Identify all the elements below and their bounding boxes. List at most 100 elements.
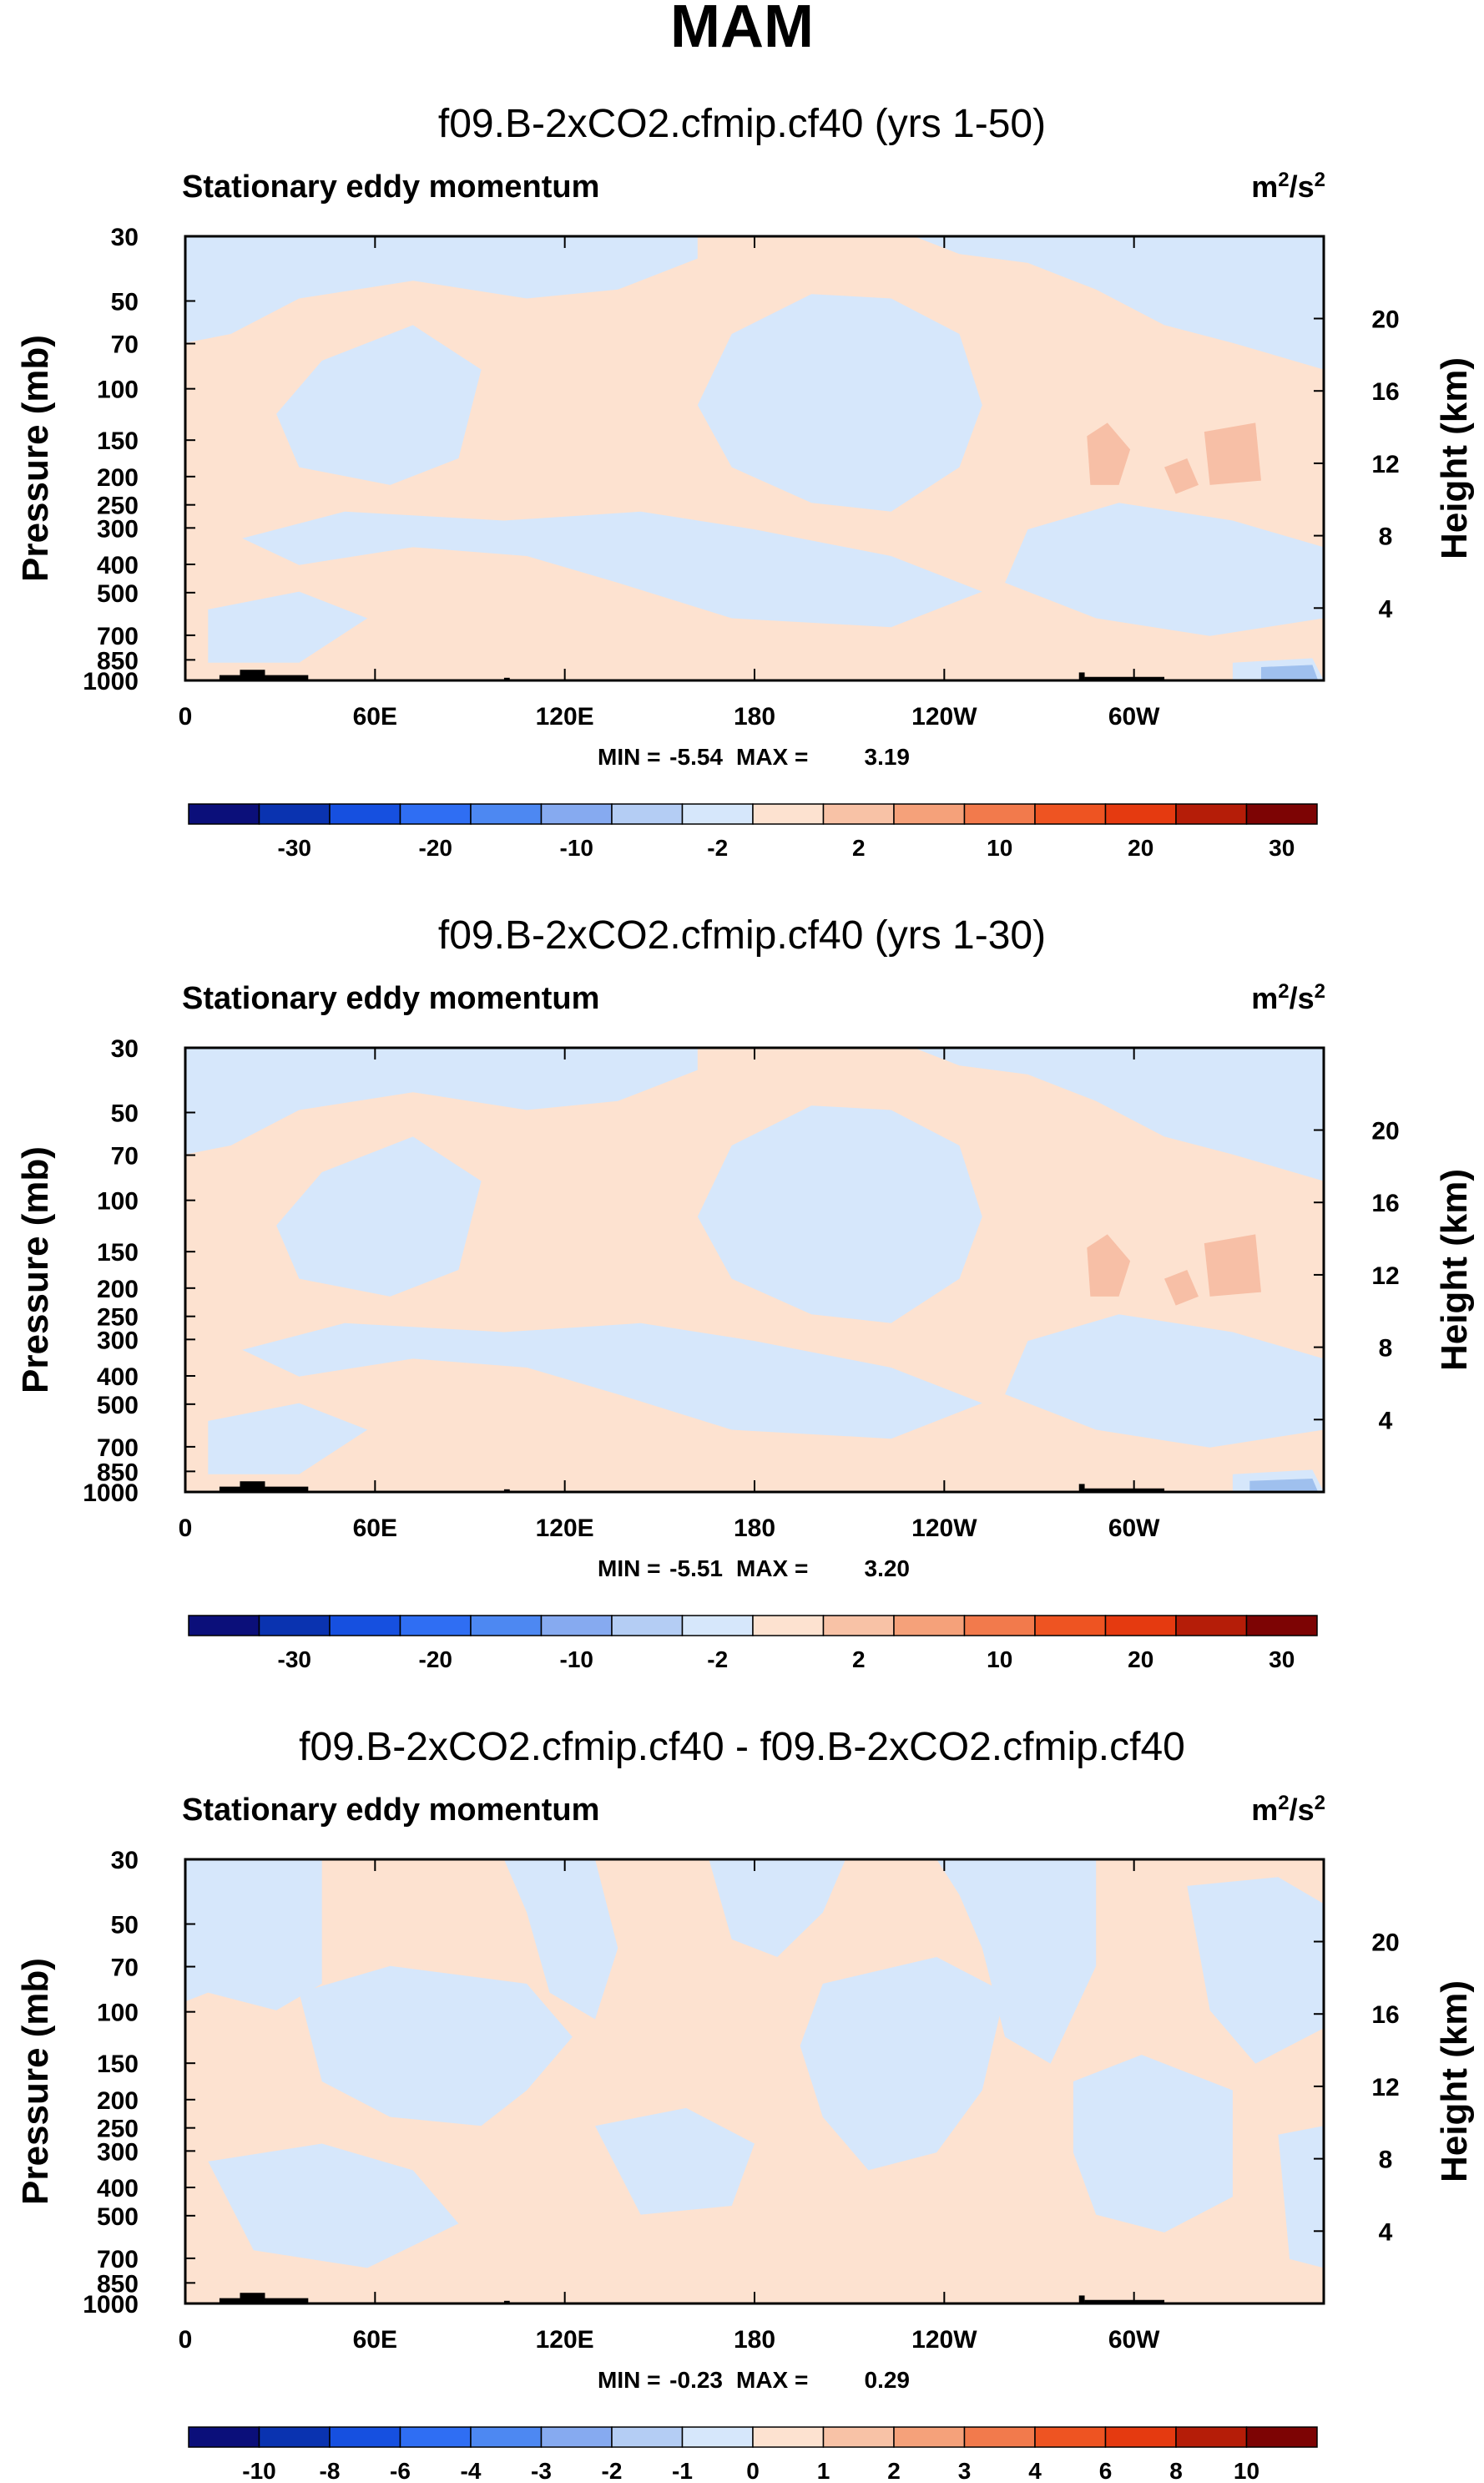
pressure-tick-label: 850 <box>97 647 139 675</box>
pressure-tick-label: 200 <box>97 2087 139 2115</box>
pressure-tick-label: 1000 <box>83 668 139 695</box>
height-tick-label: 4 <box>1379 2218 1393 2246</box>
colorbar-box <box>963 2426 1036 2448</box>
pressure-axis-title: Pressure (mb) <box>15 1958 56 2205</box>
colorbar-label: 10 <box>987 835 1012 861</box>
negative-region <box>208 591 368 663</box>
height-axis-title: Height (km) <box>1434 357 1475 559</box>
height-tick-label: 8 <box>1379 2147 1393 2174</box>
pressure-tick-label: 150 <box>97 1239 139 1267</box>
colorbar-label: 4 <box>1028 2458 1042 2483</box>
positive-core <box>1164 458 1199 494</box>
colorbar-label: 30 <box>1269 835 1295 861</box>
colorbar-label: -10 <box>242 2458 275 2483</box>
terrain-bar <box>265 2298 309 2303</box>
negative-region <box>276 325 482 485</box>
negative-region <box>800 1957 1006 2171</box>
colorbar-box <box>963 803 1036 825</box>
negative-region <box>208 2143 459 2268</box>
colorbar-box <box>681 2426 754 2448</box>
colorbar-box <box>399 803 472 825</box>
lon-tick-label: 180 <box>734 703 775 731</box>
pressure-tick-label: 250 <box>97 1304 139 1332</box>
pressure-tick-label: 100 <box>97 377 139 404</box>
pressure-tick-label: 30 <box>111 1035 139 1063</box>
colorbar-box <box>752 1615 825 1636</box>
colorbar-box <box>893 2426 966 2448</box>
negative-region <box>242 511 982 628</box>
lon-tick-label: 180 <box>734 1515 775 1542</box>
terrain-bar <box>219 1486 254 1492</box>
negative-region <box>276 1136 482 1297</box>
lon-tick-label: 120E <box>536 1515 594 1542</box>
pressure-tick-label: 400 <box>97 2175 139 2202</box>
colorbar-box <box>258 803 331 825</box>
panel-title: f09.B-2xCO2.cfmip.cf40 (yrs 1-30) <box>438 913 1046 958</box>
figure-title: MAM <box>670 0 814 60</box>
negative-region <box>208 1403 368 1474</box>
negative-region <box>185 1859 322 2010</box>
terrain-bar <box>1078 672 1085 680</box>
terrain-bar <box>265 675 309 680</box>
lon-tick-label: 0 <box>179 1515 193 1542</box>
pressure-tick-label: 30 <box>111 224 139 251</box>
negative-region <box>914 1048 1324 1181</box>
negative-region <box>697 1105 982 1323</box>
colorbar-label: -30 <box>278 835 311 861</box>
height-tick-label: 16 <box>1371 378 1399 406</box>
height-tick-label: 8 <box>1379 1335 1393 1363</box>
colorbar-box <box>1245 1615 1318 1636</box>
pressure-tick-label: 100 <box>97 1188 139 1216</box>
pressure-axis-title: Pressure (mb) <box>15 335 56 582</box>
negative-region <box>595 2107 755 2215</box>
terrain-bar <box>240 1481 265 1492</box>
pressure-tick-label: 50 <box>111 1100 139 1128</box>
colorbar-label: 1 <box>817 2458 830 2483</box>
colorbar-box <box>1104 1615 1177 1636</box>
negative-region <box>1187 1877 1324 2064</box>
pressure-tick-label: 700 <box>97 1434 139 1462</box>
colorbar-label: -20 <box>419 835 452 861</box>
min-label: MIN = <box>598 2367 660 2393</box>
colorbar-box <box>681 803 754 825</box>
positive-core <box>1204 422 1261 485</box>
terrain-bar <box>503 2300 510 2303</box>
chart-panel-2: f09.B-2xCO2.cfmip.cf40 (yrs 1-30) Station… <box>15 913 1475 1672</box>
positive-core <box>1087 1234 1131 1297</box>
pressure-tick-label: 300 <box>97 1327 139 1354</box>
terrain-bar <box>1078 2295 1085 2303</box>
colorbar-box <box>963 1615 1036 1636</box>
colorbar-label: 8 <box>1169 2458 1183 2483</box>
negative-region <box>1073 2055 1233 2233</box>
pressure-tick-label: 300 <box>97 2138 139 2166</box>
min-value: -5.51 <box>669 1555 723 1581</box>
colorbar-label: -1 <box>672 2458 693 2483</box>
colorbar-box <box>611 1615 684 1636</box>
colorbar-label: -10 <box>560 835 593 861</box>
colorbar-box <box>1034 803 1107 825</box>
lon-tick-label: 120W <box>911 703 977 731</box>
negative-region <box>242 1322 982 1439</box>
colorbar-box <box>188 803 260 825</box>
height-tick-label: 20 <box>1371 1929 1399 1957</box>
colorbar-label: 2 <box>852 835 866 861</box>
lon-tick-label: 60E <box>353 1515 397 1542</box>
colorbar-box <box>470 803 543 825</box>
lon-tick-label: 0 <box>179 2326 193 2354</box>
colorbar-box <box>540 2426 613 2448</box>
height-axis-title: Height (km) <box>1434 1169 1475 1371</box>
colorbar-box <box>540 1615 613 1636</box>
pressure-tick-label: 400 <box>97 552 139 579</box>
pressure-tick-label: 700 <box>97 623 139 650</box>
pressure-tick-label: 150 <box>97 2051 139 2078</box>
max-value: 3.19 <box>865 744 911 770</box>
colorbar-label: -6 <box>390 2458 411 2483</box>
colorbar-box <box>1034 1615 1107 1636</box>
pressure-tick-label: 300 <box>97 515 139 543</box>
panel-title: f09.B-2xCO2.cfmip.cf40 - f09.B-2xCO2.cfm… <box>299 1725 1185 1769</box>
chart-panel-3: f09.B-2xCO2.cfmip.cf40 - f09.B-2xCO2.cfm… <box>15 1725 1475 2483</box>
colorbar-box <box>258 1615 331 1636</box>
terrain-bar <box>1084 1488 1165 1492</box>
lon-tick-label: 0 <box>179 703 193 731</box>
negative-region <box>1005 503 1324 636</box>
